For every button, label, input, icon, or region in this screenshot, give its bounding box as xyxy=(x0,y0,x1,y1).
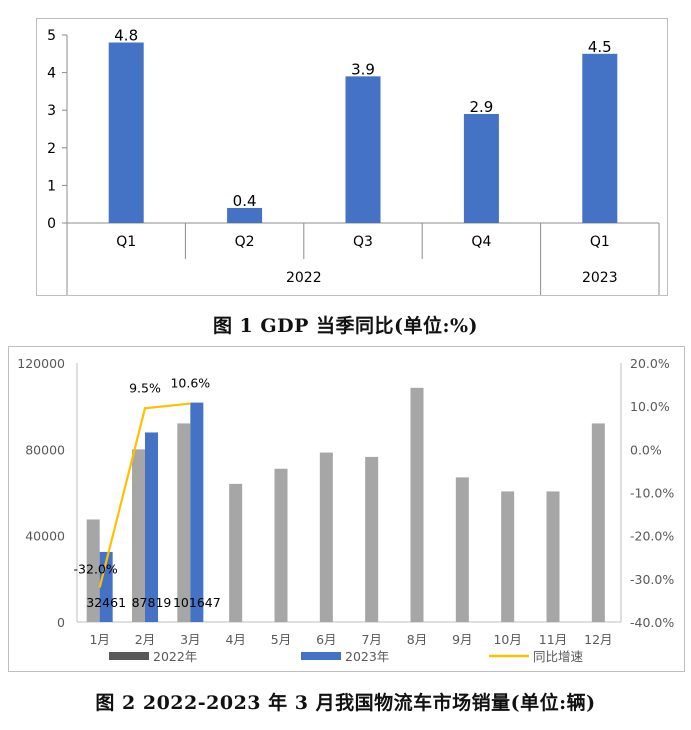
y-tick-label: 5 xyxy=(47,28,56,44)
bar-2022 xyxy=(274,468,288,622)
x-tick-label: Q1 xyxy=(116,234,136,250)
bar-2023 xyxy=(145,432,158,622)
gdp-data-label: 3.9 xyxy=(351,60,375,78)
right-tick-label: 10.0% xyxy=(630,399,670,414)
x-tick-label: Q3 xyxy=(353,234,373,250)
bar-2022 xyxy=(177,423,191,622)
gdp-chart-title: 图 1 GDP 当季同比(单位:%) xyxy=(212,315,479,337)
gdp-bar xyxy=(463,113,499,223)
x-tick-label: 4月 xyxy=(225,632,245,647)
x-tick-label: 9月 xyxy=(452,632,472,647)
x-tick-label: 5月 xyxy=(271,632,291,647)
bar-2022 xyxy=(132,449,145,622)
bar-2022 xyxy=(229,483,243,622)
legend-swatch xyxy=(109,652,149,660)
gdp-data-label: 4.5 xyxy=(588,38,612,56)
right-tick-label: -20.0% xyxy=(630,529,674,544)
x-group-label: 2023 xyxy=(582,270,618,286)
y-tick-label: 4 xyxy=(47,66,56,82)
growth-rate-line xyxy=(98,402,191,588)
logistics-sales-chart: 0 40000 80000 120000 20.0% 10.0% 0.0% -10.0% -20… xyxy=(8,346,685,672)
logistics-sales-chart-svg: 0 40000 80000 120000 20.0% 10.0% 0.0% -10.0% -20… xyxy=(17,356,674,664)
gdp-data-label: 2.9 xyxy=(469,98,493,116)
gdp-chart: 0 1 2 3 4 5 4.8 Q1 0.4 Q2 3.9 Q3 2.9 Q4 4.5 Q1 2022 2023 xyxy=(36,18,668,296)
gdp-bar xyxy=(582,53,618,223)
right-tick-label: -10.0% xyxy=(630,486,674,501)
right-tick-label: 20.0% xyxy=(630,356,670,371)
bar-2023-label: 87819 xyxy=(132,595,172,610)
right-tick-label: -40.0% xyxy=(630,615,674,630)
x-tick-label: 2月 xyxy=(135,632,155,647)
x-tick-label: Q2 xyxy=(235,234,255,250)
x-tick-label: Q4 xyxy=(471,234,491,250)
bar-2022 xyxy=(365,456,379,622)
bar-2022 xyxy=(591,423,605,622)
y-tick-label: 0 xyxy=(47,216,56,232)
growth-rate-label: 10.6% xyxy=(170,376,210,391)
gdp-bar xyxy=(108,42,144,223)
y-tick-label: 1 xyxy=(47,178,56,194)
legend-label: 2023年 xyxy=(345,649,389,664)
x-tick-label: 11月 xyxy=(539,632,567,647)
bar-2022 xyxy=(410,387,424,622)
growth-rate-label: -32.0% xyxy=(74,561,118,576)
bar-2023 xyxy=(99,551,113,622)
gdp-data-label: 4.8 xyxy=(114,27,138,45)
y-tick-label: 3 xyxy=(47,103,56,119)
right-tick-label: -30.0% xyxy=(630,572,674,587)
legend-swatch xyxy=(301,652,341,660)
x-tick-label: 10月 xyxy=(493,632,521,647)
left-tick-label: 80000 xyxy=(25,442,65,457)
x-tick-label: 6月 xyxy=(316,632,336,647)
y-tick-label: 2 xyxy=(47,141,56,157)
legend-label: 2022年 xyxy=(153,649,197,664)
x-tick-label: 7月 xyxy=(361,632,381,647)
bar-2022 xyxy=(455,477,469,622)
x-tick-label: 12月 xyxy=(584,632,612,647)
bar-2022 xyxy=(319,452,333,622)
right-tick-label: 0.0% xyxy=(630,442,662,457)
legend-label: 同比增速 xyxy=(533,649,584,664)
left-tick-label: 0 xyxy=(57,615,65,630)
gdp-bar xyxy=(227,207,263,223)
bar-2022 xyxy=(546,491,560,622)
x-tick-label: Q1 xyxy=(590,234,610,250)
gdp-bar xyxy=(345,76,381,223)
left-tick-label: 120000 xyxy=(17,356,65,371)
bar-2022 xyxy=(86,519,100,622)
bar-2023-label: 101647 xyxy=(173,595,221,610)
growth-rate-label: 9.5% xyxy=(129,380,161,395)
x-tick-label: 1月 xyxy=(89,632,109,647)
left-tick-label: 40000 xyxy=(25,529,65,544)
x-group-label: 2022 xyxy=(286,270,322,286)
bar-2023-label: 32461 xyxy=(86,595,126,610)
gdp-data-label: 0.4 xyxy=(233,192,257,210)
bar-2022 xyxy=(501,491,515,622)
logistics-sales-chart-title: 图 2 2022-2023 年 3 月我国物流车市场销量(单位:辆) xyxy=(95,692,596,714)
x-tick-label: 8月 xyxy=(407,632,427,647)
x-tick-label: 3月 xyxy=(180,632,200,647)
gdp-chart-svg: 0 1 2 3 4 5 4.8 Q1 0.4 Q2 3.9 Q3 2.9 Q4 4.5 Q1 2022 2023 xyxy=(47,27,660,295)
bar-2023 xyxy=(190,402,204,622)
